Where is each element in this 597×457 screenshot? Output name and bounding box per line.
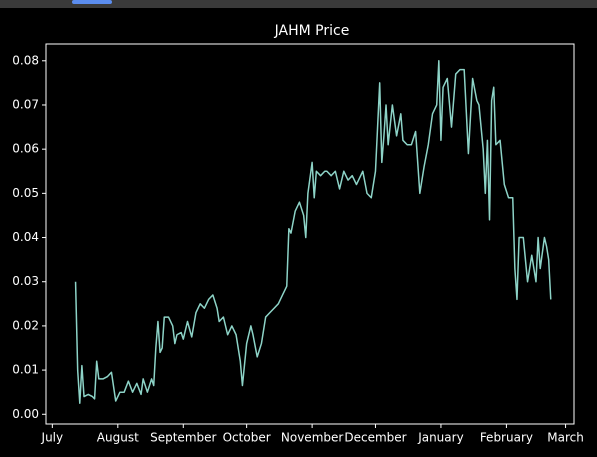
price-line [74,60,552,404]
chart-title: JAHM Price [274,23,350,39]
y-tick-label: 0.01 [12,363,39,377]
y-tick-label: 0.06 [12,142,39,156]
x-tick-label: September [150,431,216,445]
x-tick-label: July [41,431,64,445]
x-tick-label: August [97,431,139,445]
x-tick-label: March [547,431,584,445]
plot-frame [45,43,575,425]
x-tick-label: October [223,431,271,445]
y-tick-label: 0.02 [12,318,39,332]
y-tick-label: 0.04 [12,230,39,244]
x-tick-label: January [417,431,464,445]
tab-indicator [72,0,112,4]
y-tick-label: 0.05 [12,186,39,200]
y-tick-label: 0.03 [12,274,39,288]
y-tick-label: 0.00 [12,407,39,421]
x-tick-label: November [281,431,343,445]
y-tick-label: 0.08 [12,53,39,67]
top-bar [0,0,597,8]
x-tick-label: February [480,431,533,445]
x-tick-label: December [344,431,406,445]
y-tick-label: 0.07 [12,97,39,111]
